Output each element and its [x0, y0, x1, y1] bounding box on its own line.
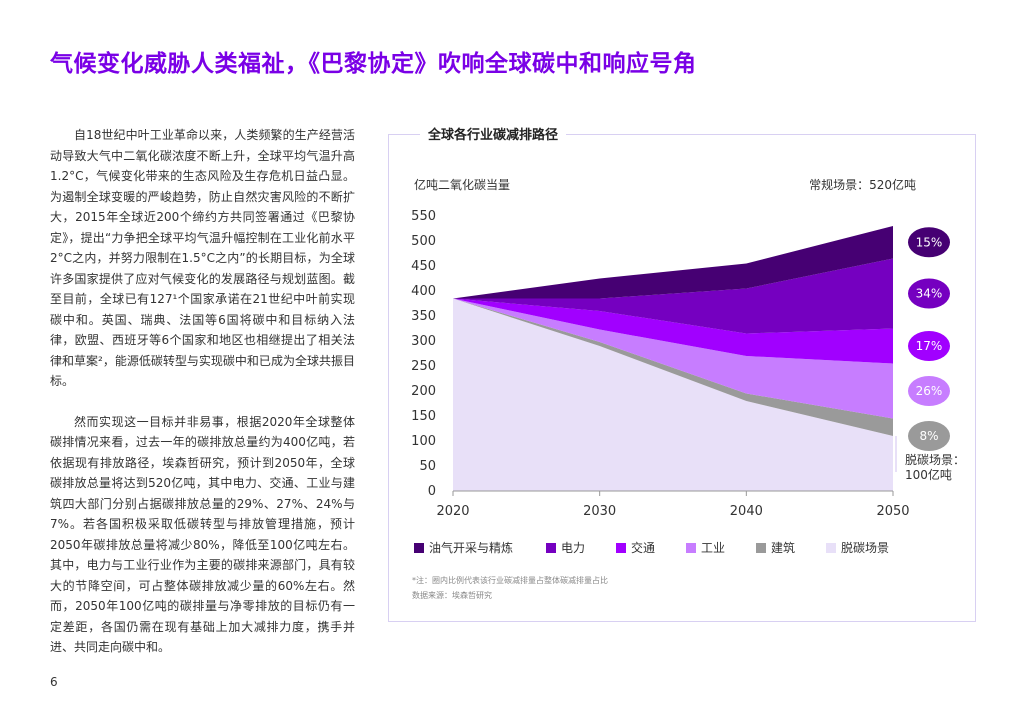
- decarb-scenario-label: 脱碳场景： 100亿吨: [895, 436, 965, 482]
- share-badge-label: 8%: [919, 429, 938, 443]
- y-tick-label: 400: [411, 284, 436, 299]
- share-badge-label: 15%: [916, 235, 943, 249]
- area-4: [453, 298, 893, 364]
- y-tick-label: 350: [411, 309, 436, 324]
- body-text: 自18世纪中叶工业革命以来，人类频繁的生产经营活动导致大气中二氧化碳浓度不断上升…: [50, 125, 355, 678]
- y-tick-label: 450: [411, 259, 436, 274]
- legend-swatch: [546, 543, 556, 553]
- chart-source: 数据来源：埃森哲研究: [412, 591, 492, 600]
- y-tick-label: 300: [411, 334, 436, 349]
- share-badge-circle: [908, 278, 950, 309]
- share-badge-label: 34%: [916, 287, 943, 301]
- share-badge-circle: [908, 331, 950, 361]
- area-3: [453, 298, 893, 419]
- paragraph-1: 自18世纪中叶工业革命以来，人类频繁的生产经营活动导致大气中二氧化碳浓度不断上升…: [50, 128, 355, 388]
- y-axis-label: 亿吨二氧化碳当量: [414, 177, 510, 192]
- baseline-scenario-label: 常规场景：520亿吨: [809, 177, 916, 192]
- y-tick-label: 100: [411, 434, 436, 449]
- chart-note: *注：圈内比例代表该行业碳减排量占整体碳减排量占比: [412, 576, 608, 585]
- y-tick-label: 0: [428, 484, 436, 499]
- y-tick-label: 500: [411, 234, 436, 249]
- legend-item-3: 交通: [616, 540, 655, 555]
- paragraph-2: 然而实现这一目标并非易事，根据2020年全球整体碳排情况来看，过去一年的碳排放总…: [50, 414, 355, 655]
- legend-item-6: 脱碳场景: [826, 540, 889, 555]
- share-badge-circle: [908, 421, 950, 451]
- area-2: [453, 298, 893, 436]
- y-tick-label: 150: [411, 409, 436, 424]
- legend-label: 油气开采与精炼: [429, 540, 513, 555]
- chart-title: 全球各行业碳减排路径: [420, 124, 567, 143]
- x-tick-label: 2040: [730, 504, 763, 519]
- y-tick-label: 550: [411, 209, 436, 224]
- legend-item-4: 工业: [686, 541, 725, 555]
- page-title: 气候变化威胁人类福祉，《巴黎协定》吹响全球碳中和响应号角: [50, 51, 697, 77]
- x-tick-label: 2020: [436, 504, 469, 519]
- legend-label: 电力: [561, 541, 585, 555]
- legend-swatch: [756, 543, 766, 553]
- page-number: 6: [50, 675, 58, 689]
- share-badge-3: 17%: [908, 331, 950, 361]
- share-badge-label: 17%: [916, 339, 943, 353]
- legend-swatch: [686, 543, 696, 553]
- area-5: [453, 258, 893, 334]
- legend-swatch: [414, 543, 424, 553]
- y-tick-label: 50: [419, 459, 436, 474]
- share-badge-5: 8%: [908, 421, 950, 451]
- legend-label: 工业: [701, 541, 725, 555]
- legend-item-1: 油气开采与精炼: [414, 540, 513, 555]
- decarb-label-line1: 脱碳场景：: [905, 452, 965, 467]
- y-tick-label: 250: [411, 359, 436, 374]
- share-badge-2: 34%: [908, 278, 950, 309]
- share-badge-label: 26%: [916, 384, 943, 398]
- legend-swatch: [616, 543, 626, 553]
- chart-panel: [388, 134, 976, 622]
- x-tick-label: 2050: [876, 504, 909, 519]
- legend-label: 建筑: [771, 540, 795, 555]
- area-1: [453, 298, 893, 491]
- share-badge-circle: [908, 376, 950, 406]
- share-badge-4: 26%: [908, 376, 950, 406]
- legend-label: 脱碳场景: [841, 540, 889, 555]
- legend-item-2: 电力: [546, 541, 585, 555]
- decarb-label-line2: 100亿吨: [905, 467, 952, 482]
- legend-item-5: 建筑: [756, 540, 795, 555]
- share-badge-1: 15%: [908, 227, 950, 258]
- y-tick-label: 200: [411, 384, 436, 399]
- x-tick-label: 2030: [583, 504, 616, 519]
- legend-swatch: [826, 543, 836, 553]
- emission-area-chart: 亿吨二氧化碳当量 常规场景：520亿吨 0 50 100 150 200 250 300 35…: [411, 177, 965, 555]
- legend-label: 交通: [631, 540, 655, 555]
- area-6: [453, 226, 893, 299]
- share-badge-circle: [908, 227, 950, 258]
